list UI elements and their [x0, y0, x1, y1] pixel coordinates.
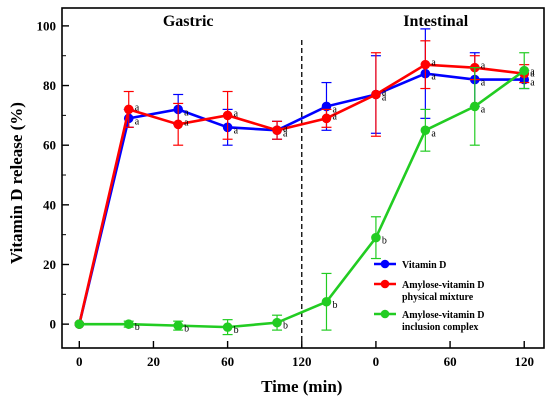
significance-label: a: [481, 61, 486, 72]
series-line: [78, 72, 525, 325]
y-tick-label: 60: [43, 138, 56, 153]
significance-label: a: [481, 104, 486, 115]
significance-label: a: [481, 78, 486, 89]
data-point: [173, 320, 183, 331]
plot-frame: [61, 7, 545, 349]
y-axis-title: Vitamin D release (%): [7, 102, 26, 264]
significance-label: a: [431, 128, 436, 139]
data-point: [272, 125, 282, 136]
significance-label: a: [530, 69, 535, 80]
series-line: [78, 63, 525, 325]
significance-label: a: [332, 111, 337, 122]
x-tick-label: 120: [514, 354, 534, 369]
y-tick-label: 100: [37, 18, 57, 33]
significance-label: a: [283, 123, 288, 134]
significance-label: a: [431, 58, 436, 69]
data-point: [321, 113, 332, 124]
significance-label: a: [135, 116, 140, 127]
significance-label: a: [283, 128, 288, 139]
legend-swatch-marker: [380, 279, 390, 289]
phase-label-intestinal: Intestinal: [403, 13, 468, 30]
legend-label: Amylose-vitamin D: [402, 310, 485, 321]
series-line: [79, 69, 525, 329]
significance-label: a: [530, 67, 535, 78]
significance-label: a: [234, 125, 239, 136]
significance-label: b: [234, 325, 239, 336]
x-tick-label: 20: [147, 354, 160, 369]
y-tick-label: 20: [43, 257, 56, 272]
legend-swatch-marker: [380, 309, 390, 319]
legend-label: physical mixture: [402, 292, 474, 303]
legend-label: Vitamin D: [402, 260, 446, 271]
axes: 0 20 40 60 80 100 0 20 60 120 0 60 120 Time (min) Vita…: [7, 7, 545, 396]
x-tick-label: 60: [444, 354, 457, 369]
significance-label: a: [382, 92, 387, 103]
data-point: [371, 89, 381, 100]
x-tick-label: 0: [76, 354, 83, 369]
plot-area: Gastric Intestinal: [163, 13, 469, 348]
significance-label: a: [184, 107, 189, 118]
data-point: [222, 322, 233, 332]
data-point: [469, 101, 480, 112]
significance-label: b: [283, 321, 288, 332]
data-point: [519, 65, 530, 76]
significance-label: a: [431, 72, 436, 83]
data-point: [123, 104, 134, 115]
x-tick-label: 0: [373, 354, 380, 369]
significance-label: a: [184, 117, 189, 128]
data-point: [74, 319, 85, 329]
legend-swatch-marker: [380, 259, 390, 269]
significance-label: b: [382, 236, 387, 247]
data-point: [173, 119, 183, 130]
x-axis-title: Time (min): [261, 377, 342, 396]
significance-label: a: [382, 87, 387, 98]
phase-label-gastric: Gastric: [163, 13, 214, 30]
x-tick-label: 120: [292, 354, 312, 369]
y-tick-label: 80: [43, 78, 56, 93]
y-tick-label: 40: [43, 197, 56, 212]
legend-label: Amylose-vitamin D: [402, 280, 485, 291]
significance-label: a: [234, 108, 239, 119]
significance-label: b: [135, 322, 140, 333]
significance-label: a: [530, 78, 535, 89]
significance-label: b: [332, 300, 337, 311]
significance-label: a: [332, 104, 337, 115]
data-point: [420, 125, 431, 136]
data-point: [123, 319, 134, 329]
data-point: [272, 317, 282, 328]
data-point: [420, 59, 431, 70]
y-tick-label: 0: [50, 317, 57, 332]
legend-label: inclusion complex: [402, 322, 478, 333]
significance-label: a: [135, 102, 140, 113]
legend-item-1: Vitamin D: [374, 259, 446, 271]
significance-label: b: [184, 324, 189, 335]
x-tick-label: 60: [221, 354, 234, 369]
data-point: [321, 296, 332, 307]
data-point: [371, 232, 381, 243]
data-point: [222, 110, 233, 121]
